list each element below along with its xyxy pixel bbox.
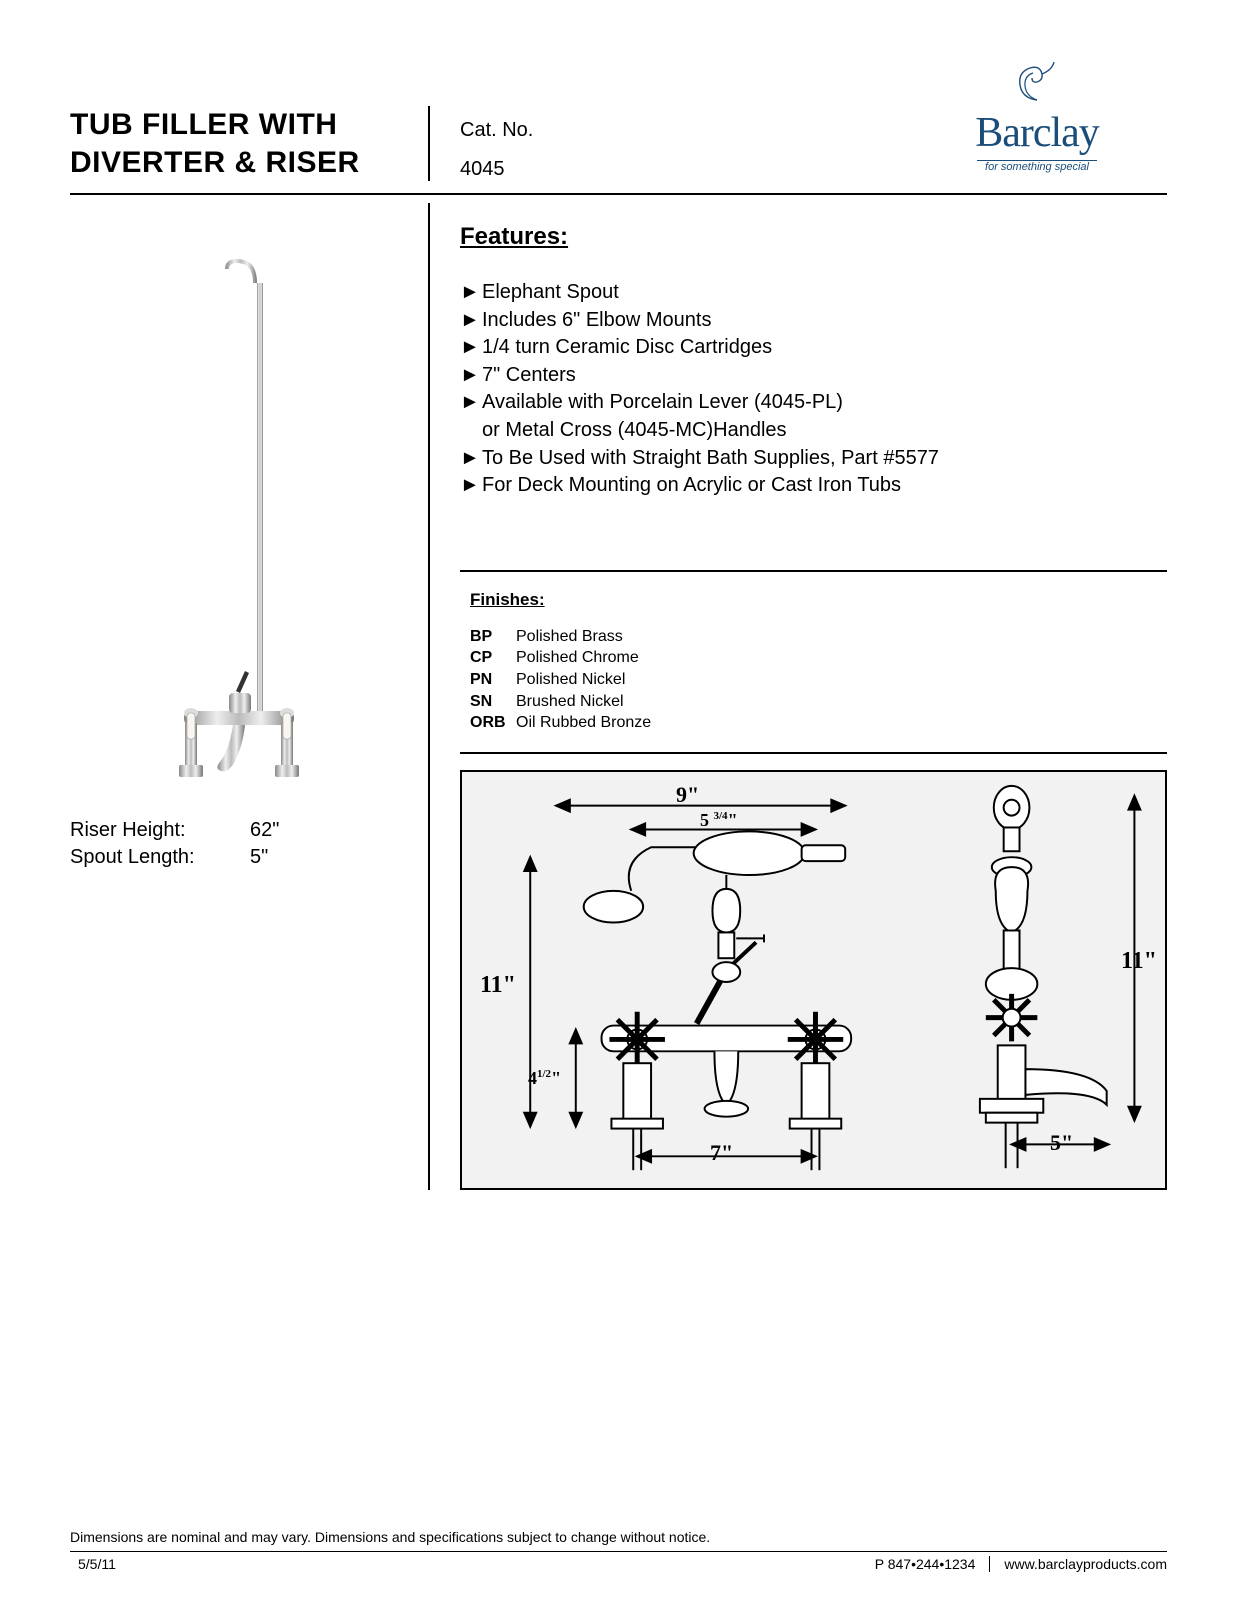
spec-row: Spout Length: 5" — [70, 846, 408, 869]
finish-name: Brushed Nickel — [516, 691, 624, 713]
dim-spout: 5" — [1050, 1130, 1073, 1156]
swan-icon — [907, 60, 1167, 109]
feature-text: To Be Used with Straight Bath Supplies, … — [482, 445, 1167, 473]
finishes-heading: Finishes: — [470, 590, 1157, 610]
feature-item: ►Includes 6" Elbow Mounts — [460, 307, 1167, 335]
feature-text: Includes 6" Elbow Mounts — [482, 307, 1167, 335]
finish-name: Oil Rubbed Bronze — [516, 712, 651, 734]
feature-text-cont: or Metal Cross (4045-MC)Handles — [460, 417, 1167, 445]
bullet-icon: ► — [460, 279, 482, 307]
footer-phone: P 847•244•1234 — [861, 1556, 991, 1572]
brand-logo: Barclay for something special — [907, 60, 1167, 181]
left-column: Riser Height: 62" Spout Length: 5" — [70, 203, 430, 1190]
finish-code: ORB — [470, 712, 516, 734]
brand-name: Barclay — [907, 109, 1167, 157]
feature-item: ►Available with Porcelain Lever (4045-PL… — [460, 389, 1167, 417]
bullet-icon: ► — [460, 389, 482, 417]
feature-item: ►To Be Used with Straight Bath Supplies,… — [460, 445, 1167, 473]
finish-name: Polished Brass — [516, 626, 623, 648]
catalog-number: 4045 — [460, 158, 907, 181]
finish-code: PN — [470, 669, 516, 691]
finish-row: SNBrushed Nickel — [470, 691, 1157, 713]
features-heading: Features: — [460, 223, 1167, 251]
finishes-section: Finishes: BPPolished BrassCPPolished Chr… — [460, 570, 1167, 754]
spec-label: Riser Height: — [70, 819, 250, 842]
product-image — [70, 233, 408, 793]
feature-item: ►For Deck Mounting on Acrylic or Cast Ir… — [460, 472, 1167, 500]
dim-height-left: 11" — [480, 972, 516, 999]
finish-row: ORBOil Rubbed Bronze — [470, 712, 1157, 734]
finishes-list: BPPolished BrassCPPolished ChromePNPolis… — [470, 626, 1157, 734]
spec-value: 62" — [250, 819, 279, 842]
right-column: Features: ►Elephant Spout►Includes 6" El… — [430, 203, 1167, 1190]
finish-code: BP — [470, 626, 516, 648]
main-content: Riser Height: 62" Spout Length: 5" Featu… — [70, 203, 1167, 1190]
finish-name: Polished Chrome — [516, 647, 639, 669]
spec-label: Spout Length: — [70, 846, 250, 869]
disclaimer-text: Dimensions are nominal and may vary. Dim… — [70, 1529, 1167, 1552]
catalog-label: Cat. No. — [460, 119, 907, 142]
dim-width-top: 9" — [676, 782, 699, 808]
dim-centers: 7" — [710, 1140, 733, 1166]
title-block: TUB FILLER WITH DIVERTER & RISER — [70, 106, 430, 181]
dim-height-right: 11" — [1121, 948, 1157, 975]
dimension-diagram: 9" 5 3/4" 11" 41/2" 7" 11" 5" — [460, 770, 1167, 1190]
feature-text: For Deck Mounting on Acrylic or Cast Iro… — [482, 472, 1167, 500]
bullet-icon: ► — [460, 362, 482, 390]
dim-width-inner: 5 3/4" — [700, 810, 738, 831]
brand-tagline: for something special — [977, 160, 1097, 173]
dim-height-lower: 41/2" — [528, 1068, 561, 1089]
title-line-2: DIVERTER & RISER — [70, 146, 360, 179]
bullet-icon: ► — [460, 445, 482, 473]
finish-code: CP — [470, 647, 516, 669]
spec-row: Riser Height: 62" — [70, 819, 408, 842]
finish-name: Polished Nickel — [516, 669, 625, 691]
feature-item: ►Elephant Spout — [460, 279, 1167, 307]
finish-row: PNPolished Nickel — [470, 669, 1157, 691]
title-line-1: TUB FILLER WITH — [70, 108, 337, 141]
features-list: ►Elephant Spout►Includes 6" Elbow Mounts… — [460, 279, 1167, 500]
feature-text: 1/4 turn Ceramic Disc Cartridges — [482, 334, 1167, 362]
catalog-block: Cat. No. 4045 — [430, 119, 907, 181]
feature-text: 7" Centers — [482, 362, 1167, 390]
finish-row: BPPolished Brass — [470, 626, 1157, 648]
footer: Dimensions are nominal and may vary. Dim… — [70, 1529, 1167, 1572]
feature-item: ►7" Centers — [460, 362, 1167, 390]
header: TUB FILLER WITH DIVERTER & RISER Cat. No… — [70, 60, 1167, 195]
feature-item: ►1/4 turn Ceramic Disc Cartridges — [460, 334, 1167, 362]
feature-text: Elephant Spout — [482, 279, 1167, 307]
finish-row: CPPolished Chrome — [470, 647, 1157, 669]
footer-row: 5/5/11 P 847•244•1234 www.barclayproduct… — [70, 1556, 1167, 1572]
finish-code: SN — [470, 691, 516, 713]
bullet-icon: ► — [460, 307, 482, 335]
footer-date: 5/5/11 — [70, 1556, 861, 1572]
spec-table: Riser Height: 62" Spout Length: 5" — [70, 819, 408, 869]
feature-text: Available with Porcelain Lever (4045-PL) — [482, 389, 1167, 417]
spec-value: 5" — [250, 846, 268, 869]
page-title: TUB FILLER WITH DIVERTER & RISER — [70, 106, 408, 181]
bullet-icon: ► — [460, 334, 482, 362]
bullet-icon: ► — [460, 472, 482, 500]
footer-url: www.barclayproducts.com — [990, 1556, 1167, 1572]
